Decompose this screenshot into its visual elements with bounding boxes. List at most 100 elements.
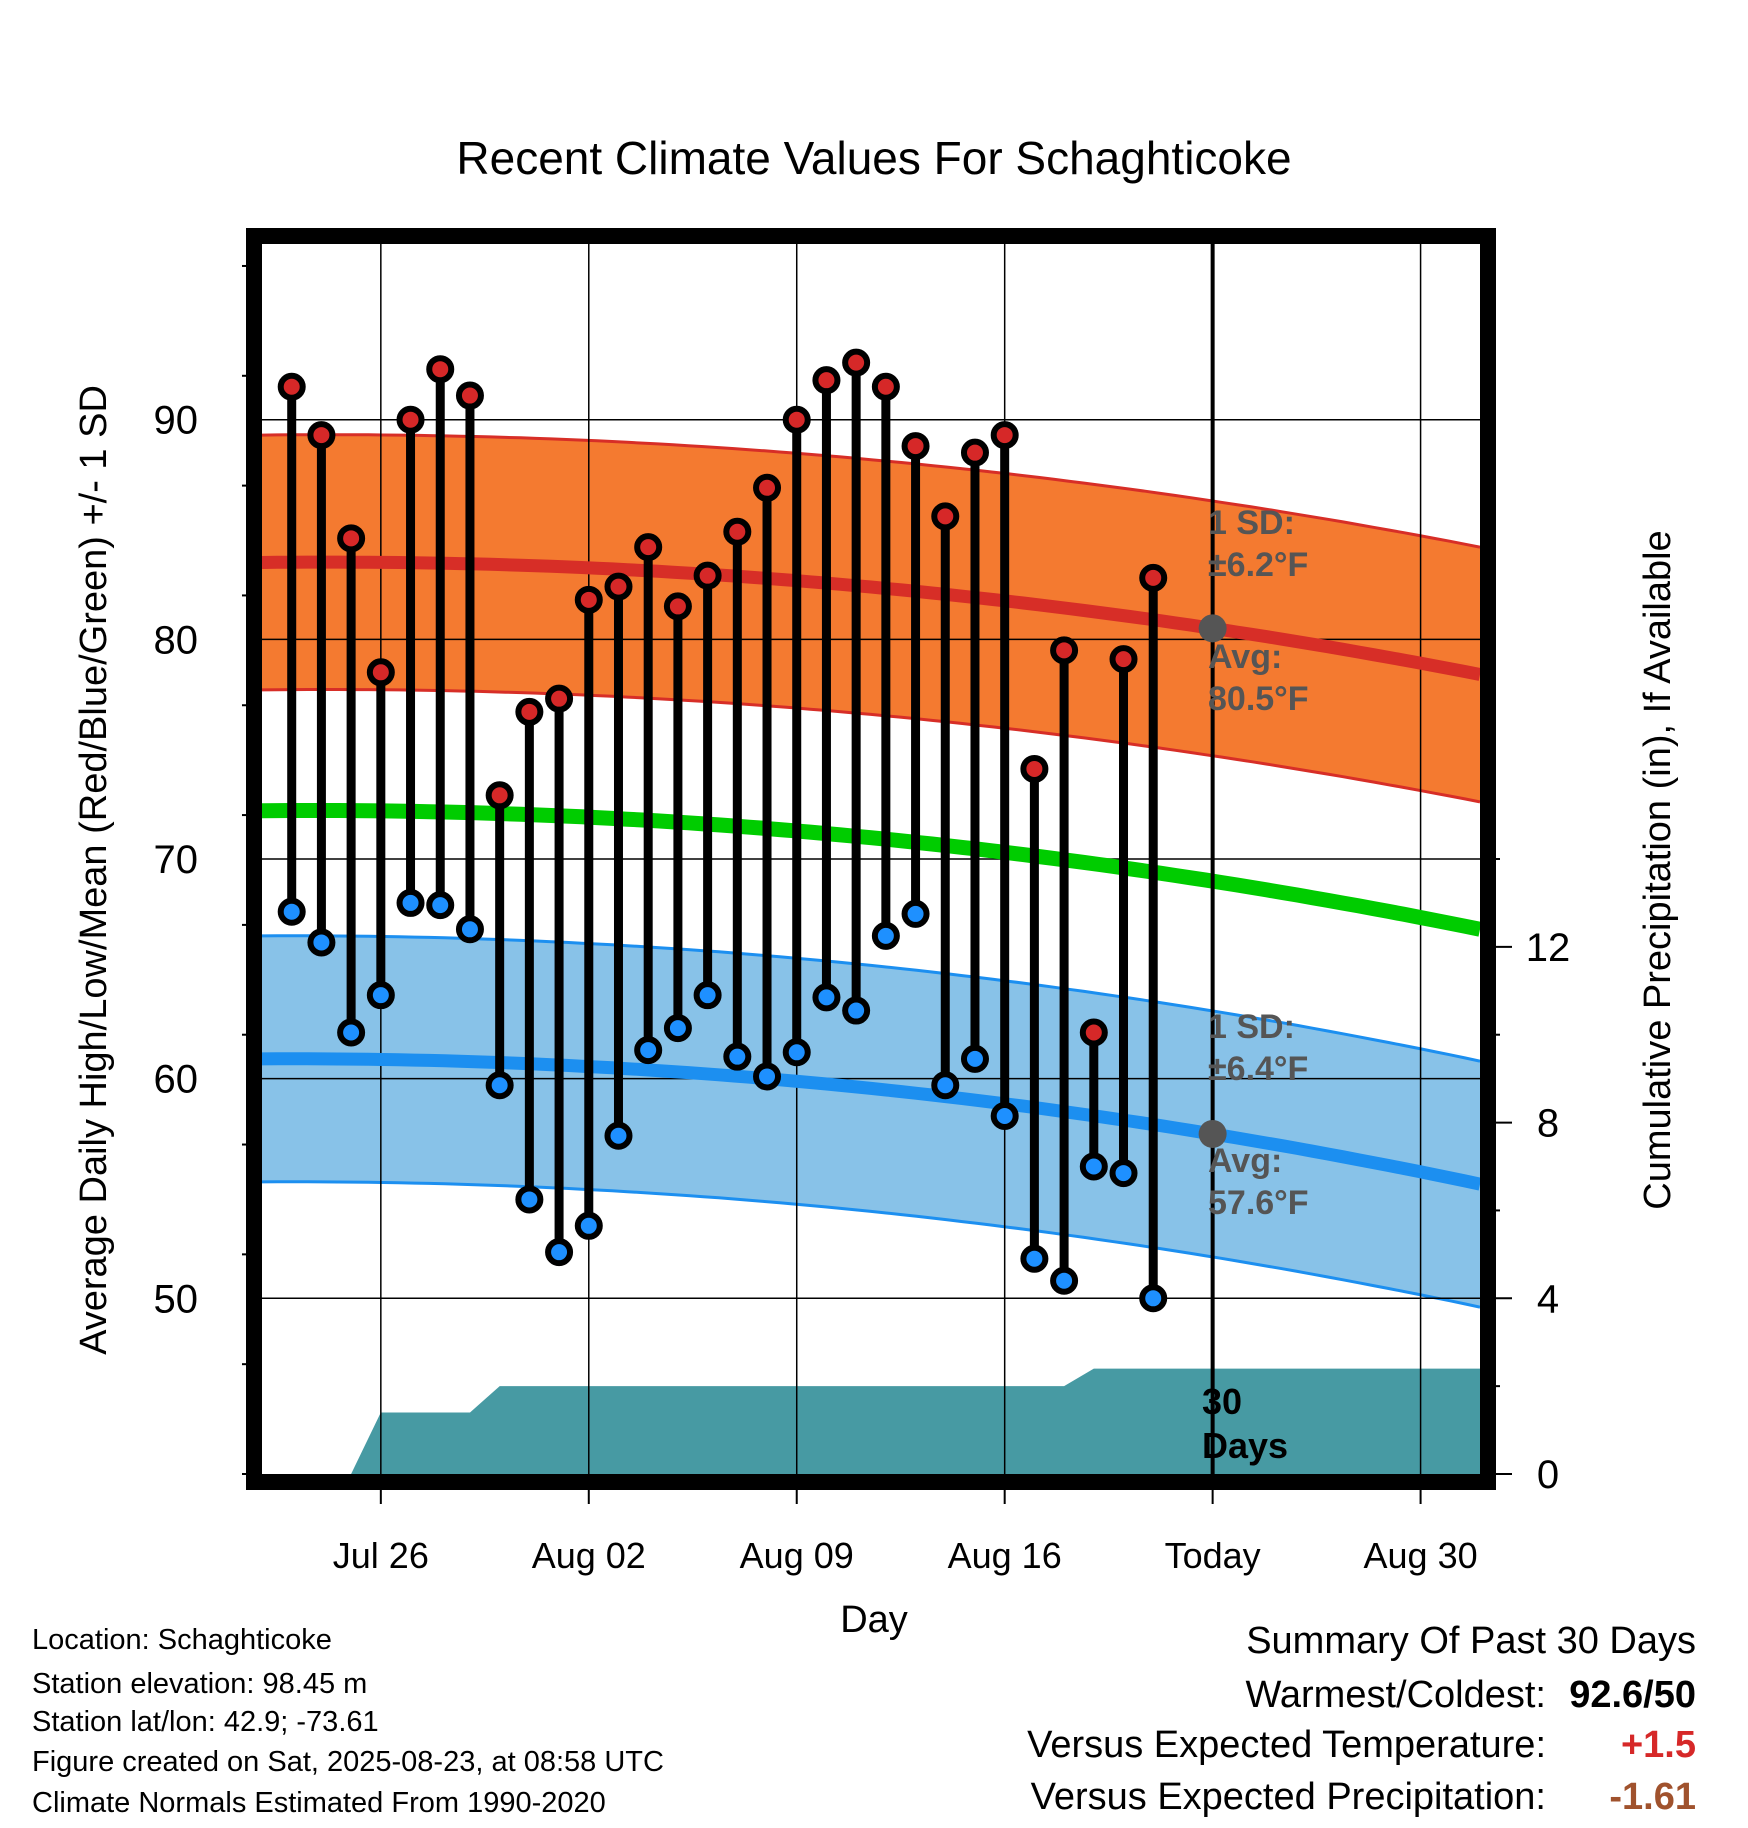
daily-high-point [574, 585, 603, 614]
daily-low-point [455, 915, 484, 944]
summary-precipitation: Versus Expected Precipitation: -1.61 [1031, 1778, 1696, 1816]
plot-area [262, 244, 1480, 1474]
daily-low-point [723, 1042, 752, 1071]
plot-content [262, 244, 1480, 1474]
daily-high-point [455, 381, 484, 410]
daily-high-point [753, 473, 782, 502]
y-axis-label: Average Daily High/Low/Mean (Red/Blue/Gr… [73, 385, 115, 1355]
info-latlon: Station lat/lon: 42.9; -73.61 [32, 1706, 379, 1738]
y-tick-label: 90 [154, 399, 199, 443]
y-tick-label: 50 [154, 1277, 199, 1321]
y2-axis-label: Cumulative Precipitation (in), If Availa… [1637, 530, 1679, 1209]
daily-high-point [366, 658, 395, 687]
precip-value: -1.61 [1609, 1776, 1696, 1818]
daily-high-point [723, 517, 752, 546]
daily-low-point [1050, 1266, 1079, 1295]
y2-tick-label: 8 [1537, 1102, 1559, 1146]
daily-low-point [545, 1238, 574, 1267]
daily-low-point [426, 891, 455, 920]
summary-title: Summary Of Past 30 Days [1246, 1620, 1696, 1662]
high-avg-value: 80.5°F [1208, 680, 1309, 718]
high-sd-label: 1 SD: [1208, 504, 1295, 542]
daily-low-point [1020, 1244, 1049, 1273]
daily-low-point [753, 1062, 782, 1091]
y2-tick-label: 0 [1537, 1453, 1559, 1497]
low-avg-label: Avg: [1208, 1142, 1282, 1180]
high-sd-value: ±6.2°F [1208, 546, 1308, 584]
daily-high-point [426, 355, 455, 384]
daily-high-point [1109, 645, 1138, 674]
daily-low-point [990, 1101, 1019, 1130]
daily-high-point [515, 697, 544, 726]
y-tick-label: 60 [154, 1058, 199, 1102]
mean-normal-line [262, 803, 1480, 937]
high-avg-label: Avg: [1208, 638, 1282, 676]
daily-low-point [485, 1071, 514, 1100]
daily-low-point [634, 1036, 663, 1065]
y-tick-label: 70 [154, 838, 199, 882]
y-tick-label: 80 [154, 618, 199, 662]
daily-high-point [931, 502, 960, 531]
low-normal-band-lower-edge [262, 1180, 1480, 1309]
x-tick-label: Aug 16 [948, 1535, 1062, 1576]
x-tick-label: Aug 09 [740, 1535, 854, 1576]
daily-low-point [812, 983, 841, 1012]
window-unit: Days [1202, 1425, 1288, 1466]
daily-high-point [1020, 754, 1049, 783]
temp-label: Versus Expected Temperature: [1027, 1724, 1546, 1766]
daily-high-point [307, 421, 336, 450]
daily-high-point [485, 781, 514, 810]
daily-high-point [277, 372, 306, 401]
daily-high-point [545, 684, 574, 713]
axes: Jul 26 Aug 02 Aug 09 Aug 16 Today Aug 30 50 60 7… [154, 228, 1571, 1576]
warm-cold-value: 92.6/50 [1569, 1674, 1696, 1716]
daily-high-point [1050, 636, 1079, 665]
daily-low-point [396, 888, 425, 917]
daily-low-point [515, 1185, 544, 1214]
chart-title: Recent Climate Values For Schaghticoke [456, 132, 1291, 184]
daily-low-point [366, 981, 395, 1010]
daily-high-point [663, 592, 692, 621]
daily-high-point [901, 432, 930, 461]
high-normal-band-lower-edge [262, 688, 1480, 804]
x-tick-label: Jul 26 [333, 1535, 429, 1576]
today-high-avg-marker [1198, 614, 1227, 643]
daily-high-point [337, 524, 366, 553]
x-tick-label: Aug 02 [532, 1535, 646, 1576]
daily-high-point [782, 405, 811, 434]
x-tick-label: Today [1165, 1535, 1261, 1576]
y2-tick-label: 12 [1526, 926, 1571, 970]
info-normals: Climate Normals Estimated From 1990-2020 [32, 1787, 606, 1819]
chart-annotations: 1 SD: ±6.2°F Avg: 80.5°F 1 SD: ±6.4°F Av… [1202, 504, 1309, 1466]
low-normal-line [262, 1052, 1480, 1191]
temp-value: +1.5 [1620, 1724, 1696, 1766]
warm-cold-label: Warmest/Coldest: [1245, 1674, 1546, 1716]
daily-high-point [1139, 563, 1168, 592]
low-avg-value: 57.6°F [1208, 1184, 1309, 1222]
today-low-avg-marker [1198, 1119, 1227, 1148]
daily-low-point [307, 928, 336, 957]
daily-low-point [604, 1121, 633, 1150]
daily-low-point [693, 981, 722, 1010]
info-elevation: Station elevation: 98.45 m [32, 1668, 368, 1700]
daily-high-point [960, 438, 989, 467]
window-count: 30 [1202, 1381, 1242, 1422]
daily-low-point [574, 1211, 603, 1240]
y2-tick-label: 4 [1537, 1277, 1559, 1321]
daily-high-point [990, 421, 1019, 450]
daily-low-point [901, 899, 930, 928]
daily-high-point [693, 561, 722, 590]
info-created: Figure created on Sat, 2025-08-23, at 08… [32, 1746, 664, 1778]
x-tick-label: Aug 30 [1364, 1535, 1478, 1576]
info-location: Location: Schaghticoke [32, 1624, 332, 1656]
daily-high-point [1079, 1018, 1108, 1047]
daily-low-point [1109, 1159, 1138, 1188]
precipitation-area [262, 1368, 1480, 1474]
high-normal-line [262, 555, 1480, 681]
daily-low-point [782, 1038, 811, 1067]
daily-low-point [277, 897, 306, 926]
daily-high-point [871, 372, 900, 401]
low-sd-label: 1 SD: [1208, 1008, 1295, 1046]
precip-label: Versus Expected Precipitation: [1030, 1776, 1546, 1818]
